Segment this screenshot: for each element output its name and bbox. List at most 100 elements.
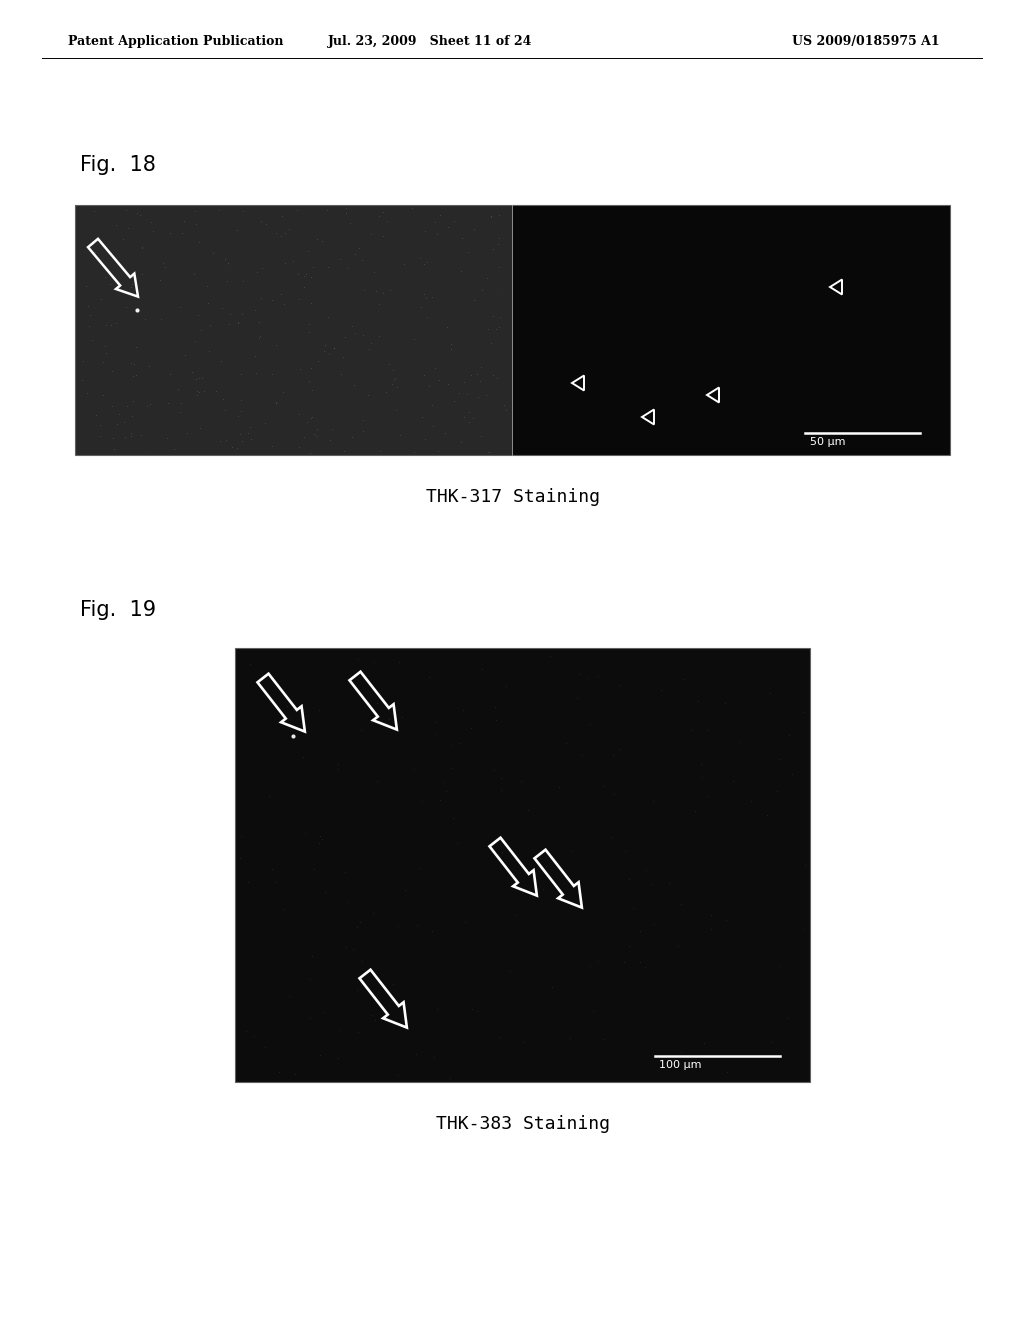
Point [91,273,108,294]
Point [201,341,217,362]
Point [246,1024,262,1045]
Point [365,396,381,417]
Point [237,257,253,279]
Point [301,442,317,463]
Point [304,407,321,428]
Point [653,680,670,701]
Point [404,371,421,392]
Point [337,265,353,286]
Point [359,304,376,325]
Point [133,236,150,257]
Point [632,952,648,973]
Point [249,289,265,310]
Point [474,280,490,301]
Point [87,242,103,263]
Bar [234,648,810,1082]
Point [423,920,439,941]
Point [350,1022,367,1043]
Point [371,242,387,263]
Point [80,296,96,317]
Point [120,218,136,239]
Point [463,364,479,385]
Point [281,244,297,265]
Point [96,267,113,288]
Point [310,833,327,854]
Point [82,305,98,326]
Point [442,339,459,360]
Point [88,404,104,425]
Point [369,693,385,714]
Point [693,754,710,775]
Point [300,240,316,261]
Point [123,422,139,444]
Point [303,293,319,314]
Point [268,392,285,413]
Point [126,354,142,375]
Point [427,211,443,232]
Point [247,300,263,321]
Point [440,216,457,238]
Point [412,319,428,341]
Point [115,228,131,249]
Point [329,360,345,381]
Point [137,246,154,267]
Point [134,238,151,259]
Point [296,265,312,286]
Point [103,395,120,416]
Point [135,230,152,251]
Point [198,255,214,276]
Point [233,430,250,451]
Point [302,400,318,421]
Point [453,230,469,251]
Point [309,228,326,249]
Point [426,1047,442,1068]
Point [397,426,414,447]
Point [266,323,283,345]
Point [718,909,734,931]
Point [284,213,300,234]
Point [311,825,328,846]
Point [424,318,440,339]
Point [427,358,443,379]
Point [124,380,140,401]
Text: Fig.  18: Fig. 18 [80,154,156,176]
Point [670,935,686,956]
Point [644,791,660,812]
Point [355,409,372,430]
Point [325,418,341,440]
Point [247,352,263,374]
Point [590,665,606,686]
Point [362,333,379,354]
Point [483,333,500,354]
Point [396,253,413,275]
Point [407,346,423,367]
Point [431,370,447,391]
Point [463,368,479,389]
Point [466,219,482,240]
Point [412,247,428,268]
Point [360,339,377,360]
Point [267,393,284,414]
Point [356,286,373,308]
Point [321,342,337,363]
Point [185,263,202,284]
Point [407,441,423,462]
Point [143,255,160,276]
Point [281,708,297,729]
Point [75,351,91,372]
Point [188,384,205,405]
Point [159,428,175,449]
Point [343,218,359,239]
Point [490,205,507,226]
Point [394,219,411,240]
Point [221,314,238,335]
Point [92,425,109,446]
Point [162,383,178,404]
Point [465,408,481,429]
Point [193,417,209,438]
Point [352,719,369,741]
Point [160,440,176,461]
Point [290,264,306,285]
Point [274,424,291,445]
Point [274,381,291,403]
